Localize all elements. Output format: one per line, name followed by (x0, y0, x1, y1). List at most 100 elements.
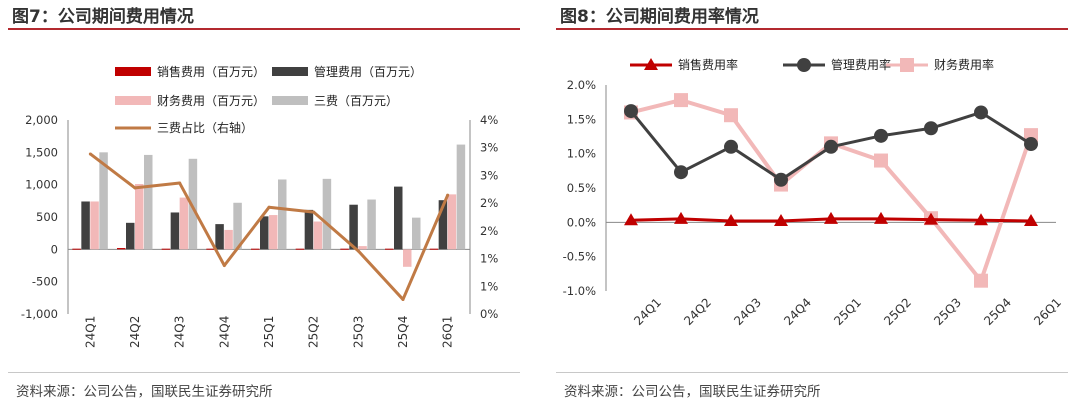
x-tick-label-25q2: 25Q2 (881, 295, 914, 328)
y-tick-label: -1.0% (563, 284, 596, 298)
bar-24q2-s3 (135, 184, 144, 250)
figure-8-source-rule (556, 372, 1068, 373)
bar-25q2-s3 (313, 221, 323, 250)
left-y-tick-label: -1,000 (21, 307, 58, 321)
point-s1-24q4 (774, 213, 788, 226)
bar-24q1-s4 (99, 152, 108, 250)
bar-25q1-s4 (278, 179, 287, 250)
point-s3-24q2 (674, 93, 688, 108)
ratio-point-25q4 (401, 297, 405, 301)
bar-24q4-s2 (215, 224, 224, 250)
bar-25q1-s3 (269, 215, 278, 250)
point-s2-25q1 (824, 139, 838, 154)
legend-label-s2: 管理费用率 (831, 57, 891, 72)
figure-7-title: 图7：公司期间费用情况 (12, 7, 194, 27)
figure-8-chart: -1.0% -0.5% 0.0% 0.5% 1.0% 1.5% 2.0% 24Q1 24Q2 24… (563, 57, 1064, 328)
figure-7-title-rule (8, 28, 520, 30)
point-s1-26q1 (1024, 213, 1038, 226)
x-tick-label-24q3: 24Q3 (731, 295, 764, 328)
legend-label-s2: 管理费用（百万元） (314, 64, 422, 79)
left-y-tick-label: 500 (36, 210, 58, 224)
right-y-tick-label: 1% (480, 252, 498, 266)
point-s2-26q1 (1024, 137, 1038, 152)
point-s1-24q2 (674, 211, 688, 224)
right-y-tick-label: 2% (480, 224, 498, 238)
legend-marker-s1 (644, 58, 658, 70)
bar-24q4-s4 (233, 202, 242, 250)
legend-swatch-s4 (272, 96, 308, 105)
y-tick-label: 2.0% (567, 78, 596, 92)
ratio-point-26q1 (446, 193, 450, 197)
point-s1-25q1 (824, 211, 838, 224)
bar-24q2-s4 (144, 154, 153, 250)
x-tick-label-25q3: 25Q3 (351, 316, 365, 348)
legend-label-s3: 财务费用率 (934, 57, 994, 72)
point-s1-25q3 (924, 212, 938, 225)
bar-25q3-s2 (349, 204, 358, 250)
x-tick-label-24q2: 24Q2 (128, 316, 142, 348)
bar-25q2-s2 (304, 209, 314, 250)
ratio-point-24q3 (178, 181, 182, 185)
bar-26q1-s2 (438, 200, 448, 250)
right-y-tick-label: 2% (480, 196, 498, 210)
x-tick-label-26q1: 26Q1 (441, 316, 455, 348)
point-s2-25q3 (924, 121, 938, 136)
bar-25q3-s4 (367, 199, 376, 250)
point-s2-25q4 (974, 105, 988, 120)
bar-25q1-s1 (251, 248, 260, 250)
x-tick-label-24q3: 24Q3 (173, 316, 187, 348)
ratio-point-24q4 (222, 264, 226, 267)
legend-swatch-s2 (272, 67, 308, 76)
ratio-point-25q1 (267, 205, 271, 209)
figure-8-panel: 图8：公司期间费用率情况 -1.0% -0.5% 0.0% 0.5% 1.0% 1.5% 2… (548, 0, 1068, 415)
figure-7-panel: 图7：公司期间费用情况 -1,000 -500 0 500 1,000 1,500 2,00… (0, 0, 520, 415)
x-tick-label-25q4: 25Q4 (396, 316, 410, 348)
left-y-tick-label: 0 (51, 242, 58, 256)
y-tick-label: 0.0% (567, 215, 596, 229)
x-tick-label-25q2: 25Q2 (307, 316, 321, 348)
bar-24q4-s1 (206, 248, 215, 250)
ratio-point-25q3 (356, 249, 360, 253)
point-s1-24q1 (624, 213, 638, 226)
x-tick-label-24q1: 24Q1 (83, 316, 97, 348)
bar-24q1-s3 (90, 201, 99, 250)
point-s3-25q4 (974, 273, 988, 288)
y-tick-label: -0.5% (563, 250, 596, 264)
bar-24q3-s3 (179, 197, 189, 250)
right-y-tick-label: 3% (480, 168, 498, 182)
x-tick-label-26q1: 26Q1 (1031, 295, 1064, 328)
figure-8-title-rule (556, 28, 1068, 30)
figure-8-source: 资料来源：公司公告，国联民生证券研究所 (564, 384, 821, 400)
figure-8-title: 图8：公司期间费用率情况 (560, 7, 759, 27)
bar-24q2-s1 (117, 248, 126, 250)
left-y-tick-label: 1,000 (25, 178, 58, 192)
y-tick-label: 1.0% (567, 147, 596, 161)
legend-swatch-s3 (115, 96, 151, 105)
x-tick-label-24q4: 24Q4 (781, 295, 814, 328)
line-s3 (630, 98, 1033, 283)
bar-24q3-s2 (170, 212, 180, 250)
x-tick-label-24q2: 24Q2 (681, 295, 714, 328)
right-y-tick-label: 1% (480, 279, 498, 293)
legend-label-s5: 三费占比（右轴） (157, 120, 253, 135)
point-s3-25q2 (874, 153, 888, 168)
bar-26q1-s3 (447, 194, 457, 250)
bar-25q1-s2 (260, 216, 269, 250)
x-tick-label-24q1: 24Q1 (631, 295, 664, 328)
legend-label-s3: 财务费用（百万元） (157, 93, 265, 108)
legend-label-s1: 销售费用（百万元） (157, 64, 265, 79)
x-tick-label-25q3: 25Q3 (931, 295, 964, 328)
bar-24q3-s1 (161, 248, 171, 250)
bar-25q3-s1 (340, 248, 349, 250)
legend-marker-s3 (900, 58, 914, 72)
legend-marker-s2 (797, 58, 811, 72)
x-tick-label-25q1: 25Q1 (831, 295, 864, 328)
bar-25q4-s4 (412, 217, 421, 250)
bar-25q4-s3 (403, 249, 412, 267)
legend-label-s1: 销售费用率 (678, 57, 738, 72)
point-s1-25q4 (974, 213, 988, 226)
bar-25q3-s3 (358, 246, 367, 250)
right-y-tick-label: 4% (480, 113, 498, 127)
point-s2-24q1 (624, 104, 638, 119)
ratio-point-24q1 (88, 152, 92, 156)
